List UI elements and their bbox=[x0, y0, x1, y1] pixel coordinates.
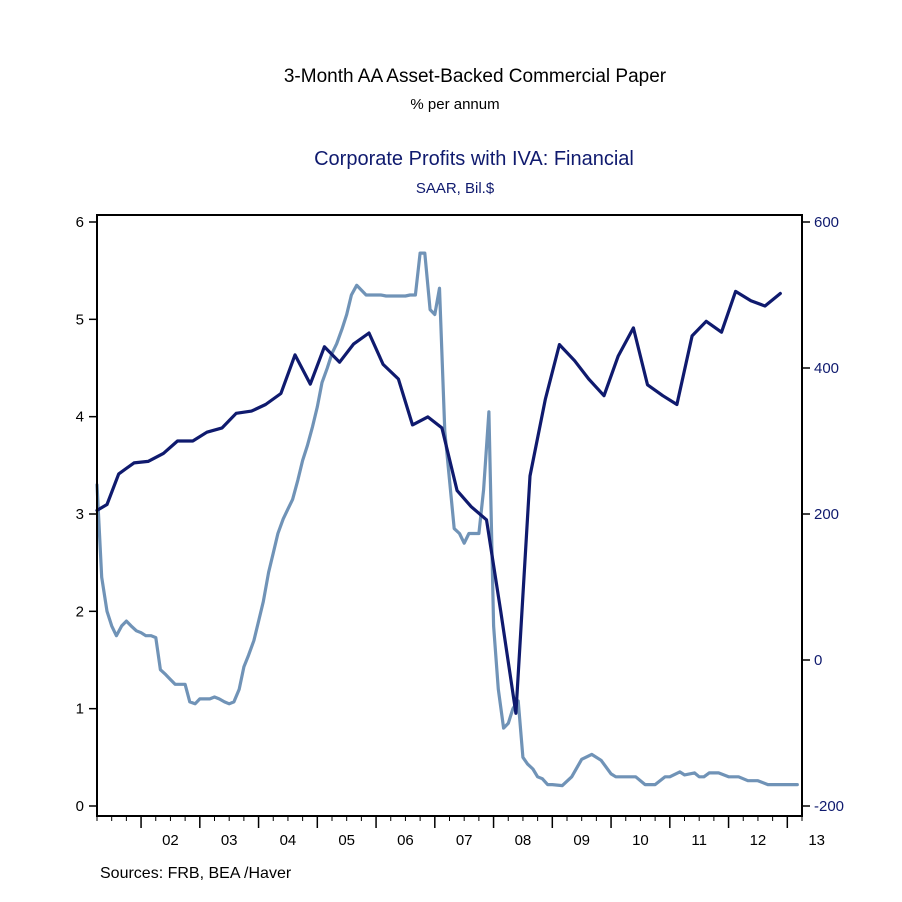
x-tick-label: 08 bbox=[515, 832, 532, 849]
plot-frame bbox=[96, 214, 803, 817]
x-tick-label: 07 bbox=[456, 832, 473, 849]
y-left-tick-label: 4 bbox=[76, 409, 84, 426]
chart-title: 3-Month AA Asset-Backed Commercial Paper bbox=[284, 66, 667, 87]
y-left-tick-label: 0 bbox=[76, 798, 84, 815]
x-tick-label: 05 bbox=[338, 832, 355, 849]
y-left-tick-label: 5 bbox=[76, 311, 84, 328]
x-tick-label: 13 bbox=[808, 832, 825, 849]
x-tick-label: 04 bbox=[280, 832, 297, 849]
plot-lines bbox=[95, 251, 799, 788]
y-right-tick-label: 200 bbox=[814, 506, 839, 523]
x-tick-label: 06 bbox=[397, 832, 414, 849]
x-tick-label: 11 bbox=[691, 832, 707, 849]
y-right-tick-label: 400 bbox=[814, 360, 839, 377]
x-tick-label: 10 bbox=[632, 832, 649, 849]
x-tick-label: 03 bbox=[221, 832, 238, 849]
series-line-2 bbox=[95, 289, 782, 715]
y-left-tick-label: 6 bbox=[76, 214, 84, 231]
series-line-1 bbox=[95, 251, 799, 788]
series-title: Corporate Profits with IVA: Financial bbox=[314, 148, 634, 170]
x-tick-label: 12 bbox=[750, 832, 767, 849]
series-subtitle: SAAR, Bil.$ bbox=[416, 180, 495, 197]
x-tick-label: 09 bbox=[573, 832, 590, 849]
y-right-tick-label: 600 bbox=[814, 214, 839, 231]
y-left-tick-label: 2 bbox=[76, 603, 84, 620]
chart-subtitle: % per annum bbox=[410, 96, 499, 113]
y-left-tick-label: 3 bbox=[76, 506, 84, 523]
y-left-tick-label: 1 bbox=[76, 701, 84, 718]
x-tick-label: 02 bbox=[162, 832, 179, 849]
source-note: Sources: FRB, BEA /Haver bbox=[100, 865, 292, 882]
y-right-tick-label: -200 bbox=[814, 798, 844, 815]
y-right-tick-label: 0 bbox=[814, 652, 822, 669]
